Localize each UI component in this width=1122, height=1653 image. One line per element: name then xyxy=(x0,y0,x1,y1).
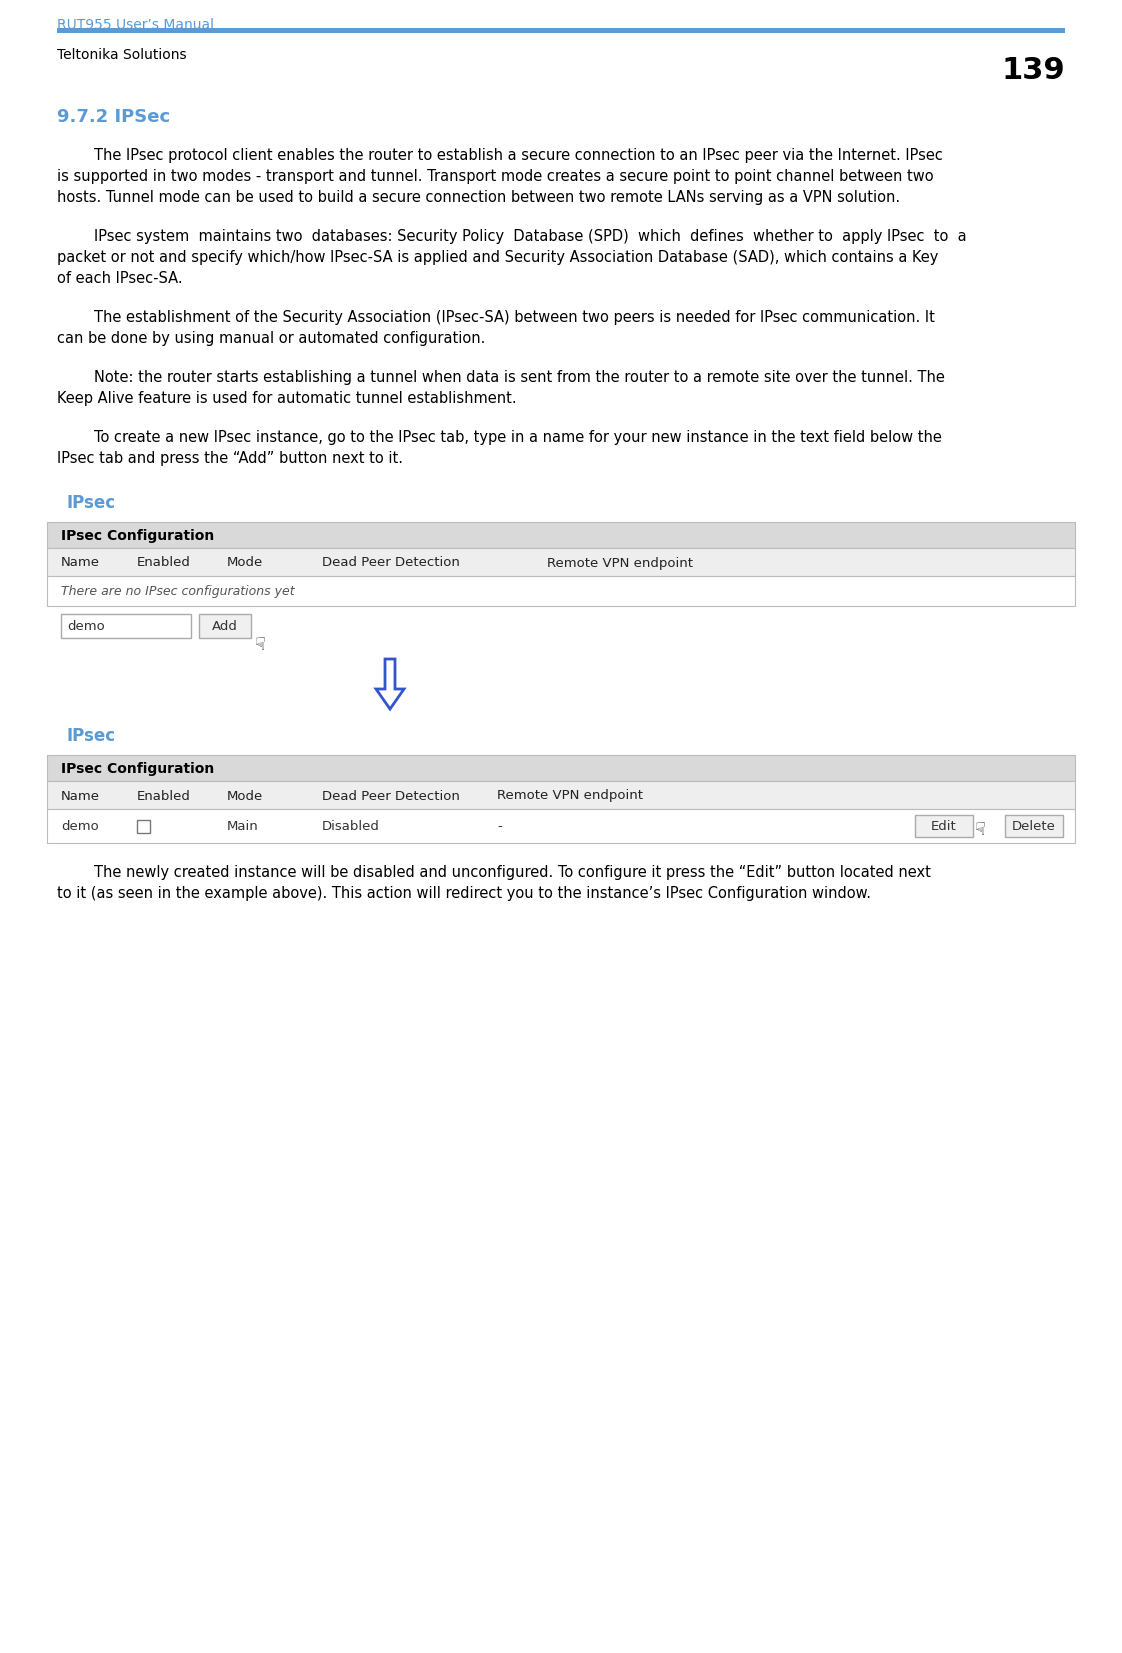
Text: Dead Peer Detection: Dead Peer Detection xyxy=(322,557,460,570)
Text: IPsec: IPsec xyxy=(67,494,116,512)
Text: Note: the router starts establishing a tunnel when data is sent from the router : Note: the router starts establishing a t… xyxy=(57,370,945,385)
Bar xyxy=(47,575,1075,607)
Text: Edit: Edit xyxy=(931,820,957,833)
Text: To create a new IPsec instance, go to the IPsec tab, type in a name for your new: To create a new IPsec instance, go to th… xyxy=(57,430,941,445)
Bar xyxy=(47,808,1075,843)
Text: IPsec: IPsec xyxy=(67,727,116,746)
Bar xyxy=(199,613,251,638)
Bar xyxy=(137,820,150,833)
Text: can be done by using manual or automated configuration.: can be done by using manual or automated… xyxy=(57,331,486,345)
Text: RUT955 User’s Manual: RUT955 User’s Manual xyxy=(57,18,214,31)
Bar xyxy=(916,815,973,836)
Text: Remote VPN endpoint: Remote VPN endpoint xyxy=(497,790,643,802)
Text: There are no IPsec configurations yet: There are no IPsec configurations yet xyxy=(61,585,295,598)
Polygon shape xyxy=(376,660,404,709)
Bar xyxy=(47,522,1075,549)
Text: -: - xyxy=(497,820,502,833)
Text: Mode: Mode xyxy=(227,557,264,570)
Text: is supported in two modes - transport and tunnel. Transport mode creates a secur: is supported in two modes - transport an… xyxy=(57,169,934,183)
Text: Keep Alive feature is used for automatic tunnel establishment.: Keep Alive feature is used for automatic… xyxy=(57,392,516,407)
Text: Name: Name xyxy=(61,790,100,802)
Text: Mode: Mode xyxy=(227,790,264,802)
Bar xyxy=(1005,815,1063,836)
Text: hosts. Tunnel mode can be used to build a secure connection between two remote L: hosts. Tunnel mode can be used to build … xyxy=(57,190,900,205)
Text: 139: 139 xyxy=(1001,56,1065,84)
Text: ☟: ☟ xyxy=(975,822,986,840)
Text: Main: Main xyxy=(227,820,259,833)
Bar xyxy=(57,28,1065,33)
Bar xyxy=(47,780,1075,808)
Text: Add: Add xyxy=(212,620,238,633)
Text: demo: demo xyxy=(61,820,99,833)
Bar xyxy=(47,549,1075,575)
Text: of each IPsec-SA.: of each IPsec-SA. xyxy=(57,271,183,286)
Text: 9.7.2 IPSec: 9.7.2 IPSec xyxy=(57,107,171,126)
Text: Disabled: Disabled xyxy=(322,820,380,833)
Text: Enabled: Enabled xyxy=(137,557,191,570)
Text: packet or not and specify which/how IPsec-SA is applied and Security Association: packet or not and specify which/how IPse… xyxy=(57,250,938,264)
Text: IPsec Configuration: IPsec Configuration xyxy=(61,529,214,542)
Text: Remote VPN endpoint: Remote VPN endpoint xyxy=(548,557,693,570)
Text: Teltonika Solutions: Teltonika Solutions xyxy=(57,48,186,63)
Text: demo: demo xyxy=(67,620,104,633)
Text: The establishment of the Security Association (IPsec-SA) between two peers is ne: The establishment of the Security Associ… xyxy=(57,311,935,326)
Text: IPsec Configuration: IPsec Configuration xyxy=(61,762,214,775)
Text: IPsec tab and press the “Add” button next to it.: IPsec tab and press the “Add” button nex… xyxy=(57,451,403,466)
Text: Name: Name xyxy=(61,557,100,570)
Text: IPsec system  maintains two  databases: Security Policy  Database (SPD)  which  : IPsec system maintains two databases: Se… xyxy=(57,230,967,245)
Text: Delete: Delete xyxy=(1012,820,1056,833)
Text: The newly created instance will be disabled and unconfigured. To configure it pr: The newly created instance will be disab… xyxy=(57,865,931,879)
Text: Dead Peer Detection: Dead Peer Detection xyxy=(322,790,460,802)
Bar xyxy=(61,613,191,638)
Text: ☟: ☟ xyxy=(255,636,266,655)
Text: to it (as seen in the example above). This action will redirect you to the insta: to it (as seen in the example above). Th… xyxy=(57,886,871,901)
Text: Enabled: Enabled xyxy=(137,790,191,802)
Bar xyxy=(47,755,1075,780)
Text: The IPsec protocol client enables the router to establish a secure connection to: The IPsec protocol client enables the ro… xyxy=(57,149,942,164)
